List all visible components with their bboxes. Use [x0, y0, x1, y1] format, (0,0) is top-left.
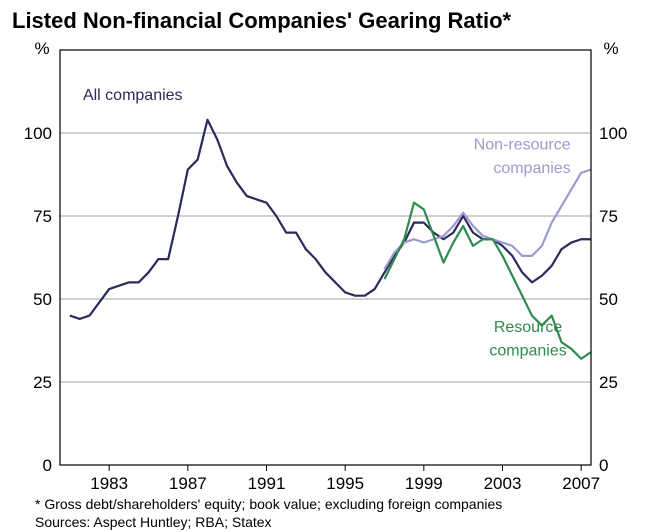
- label-resource-1: Resource: [494, 319, 563, 336]
- label-resource-2: companies: [489, 342, 566, 359]
- footnote-line-1: * Gross debt/shareholders' equity; book …: [35, 496, 502, 512]
- footnote-line-2: Sources: Aspect Huntley; RBA; Statex: [35, 514, 272, 530]
- svg-text:0: 0: [43, 456, 52, 475]
- svg-text:1983: 1983: [90, 474, 128, 493]
- svg-text:1987: 1987: [169, 474, 207, 493]
- svg-text:25: 25: [33, 373, 52, 392]
- svg-text:2007: 2007: [562, 474, 600, 493]
- x-axis: 1983 1987 1991 1995 1999 2003 2007: [90, 465, 600, 493]
- svg-text:50: 50: [599, 290, 618, 309]
- label-all: All companies: [83, 87, 183, 104]
- label-nonresource-1: Non-resource: [474, 137, 571, 154]
- svg-text:1991: 1991: [248, 474, 286, 493]
- plot-area: All companies Non-resource companies Resour…: [60, 50, 591, 465]
- y-unit-right: %: [603, 39, 618, 58]
- chart-title: Listed Non-financial Companies' Gearing …: [12, 8, 512, 33]
- svg-text:1995: 1995: [326, 474, 364, 493]
- svg-text:100: 100: [24, 124, 52, 143]
- y-unit-left: %: [34, 39, 49, 58]
- y-axis-left: 0 25 50 75 100: [24, 124, 52, 475]
- svg-text:50: 50: [33, 290, 52, 309]
- svg-text:2003: 2003: [484, 474, 522, 493]
- svg-text:75: 75: [599, 207, 618, 226]
- svg-text:100: 100: [599, 124, 627, 143]
- label-nonresource-2: companies: [493, 160, 570, 177]
- svg-text:75: 75: [33, 207, 52, 226]
- y-axis-right: 0 25 50 75 100: [599, 124, 627, 475]
- svg-text:25: 25: [599, 373, 618, 392]
- svg-text:1999: 1999: [405, 474, 443, 493]
- gearing-ratio-chart: Listed Non-financial Companies' Gearing …: [0, 0, 651, 532]
- svg-text:0: 0: [599, 456, 608, 475]
